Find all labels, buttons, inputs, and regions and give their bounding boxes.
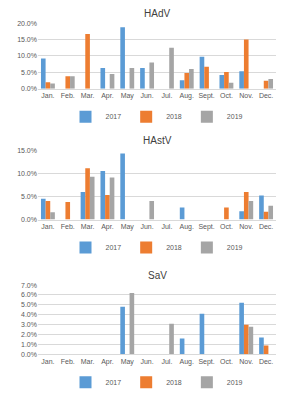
- svg-text:5.0%: 5.0%: [21, 69, 37, 76]
- svg-text:Jun.: Jun.: [140, 223, 153, 230]
- svg-text:Feb.: Feb.: [61, 358, 75, 365]
- svg-text:2017: 2017: [106, 379, 122, 386]
- svg-text:Mar.: Mar.: [81, 223, 95, 230]
- svg-text:4.0%: 4.0%: [21, 311, 37, 318]
- svg-text:Jan.: Jan.: [41, 358, 54, 365]
- svg-text:Nov.: Nov.: [239, 223, 253, 230]
- svg-text:Mar.: Mar.: [81, 92, 95, 99]
- svg-text:2018: 2018: [166, 244, 182, 251]
- svg-text:20.0%: 20.0%: [17, 20, 37, 27]
- svg-text:Dec.: Dec.: [259, 223, 273, 230]
- svg-text:HAstV: HAstV: [143, 135, 172, 146]
- svg-text:Oct.: Oct.: [220, 92, 233, 99]
- svg-text:15.0%: 15.0%: [17, 147, 37, 154]
- svg-text:Jul.: Jul.: [161, 223, 172, 230]
- svg-text:Aug.: Aug.: [180, 92, 194, 100]
- svg-text:0.0%: 0.0%: [21, 351, 37, 358]
- svg-text:Mar.: Mar.: [81, 358, 95, 365]
- svg-text:Apr.: Apr.: [101, 92, 114, 100]
- svg-text:Jan.: Jan.: [41, 223, 54, 230]
- svg-text:SaV: SaV: [148, 270, 167, 281]
- svg-text:Feb.: Feb.: [61, 92, 75, 99]
- svg-text:Feb.: Feb.: [61, 223, 75, 230]
- svg-text:Dec.: Dec.: [259, 92, 273, 99]
- svg-text:2019: 2019: [227, 244, 243, 251]
- svg-text:0.0%: 0.0%: [21, 85, 37, 92]
- svg-text:2018: 2018: [166, 113, 182, 120]
- svg-text:5.0%: 5.0%: [21, 301, 37, 308]
- svg-text:Sept.: Sept.: [198, 223, 214, 231]
- svg-text:10.0%: 10.0%: [17, 52, 37, 59]
- svg-text:Jan.: Jan.: [41, 92, 54, 99]
- svg-text:Oct.: Oct.: [220, 358, 233, 365]
- svg-text:5.0%: 5.0%: [21, 193, 37, 200]
- svg-text:HAdV: HAdV: [144, 8, 170, 19]
- svg-text:6.0%: 6.0%: [21, 291, 37, 298]
- svg-text:Jun.: Jun.: [140, 92, 153, 99]
- svg-text:3.0%: 3.0%: [21, 321, 37, 328]
- svg-text:2018: 2018: [166, 379, 182, 386]
- svg-text:7.0%: 7.0%: [21, 282, 37, 289]
- svg-text:Sept.: Sept.: [198, 358, 214, 366]
- svg-text:2019: 2019: [227, 113, 243, 120]
- svg-text:Nov.: Nov.: [239, 358, 253, 365]
- svg-text:2017: 2017: [106, 113, 122, 120]
- svg-text:10.0%: 10.0%: [17, 170, 37, 177]
- svg-text:Jun.: Jun.: [140, 358, 153, 365]
- svg-text:Aug.: Aug.: [180, 223, 194, 231]
- svg-text:Nov.: Nov.: [239, 92, 253, 99]
- svg-text:Jul.: Jul.: [161, 358, 172, 365]
- svg-text:2.0%: 2.0%: [21, 331, 37, 338]
- svg-text:Apr.: Apr.: [101, 223, 114, 231]
- svg-text:0.0%: 0.0%: [21, 216, 37, 223]
- svg-text:2019: 2019: [227, 379, 243, 386]
- svg-text:Jul.: Jul.: [161, 92, 172, 99]
- svg-text:May: May: [121, 358, 135, 366]
- svg-text:May: May: [121, 92, 135, 100]
- svg-text:Aug.: Aug.: [180, 358, 194, 366]
- svg-text:2017: 2017: [106, 244, 122, 251]
- svg-text:May: May: [121, 223, 135, 231]
- svg-text:1.0%: 1.0%: [21, 341, 37, 348]
- svg-text:Sept.: Sept.: [198, 92, 214, 100]
- svg-text:Dec.: Dec.: [259, 358, 273, 365]
- svg-text:15.0%: 15.0%: [17, 36, 37, 43]
- svg-text:Apr.: Apr.: [101, 358, 114, 366]
- svg-text:Oct.: Oct.: [220, 223, 233, 230]
